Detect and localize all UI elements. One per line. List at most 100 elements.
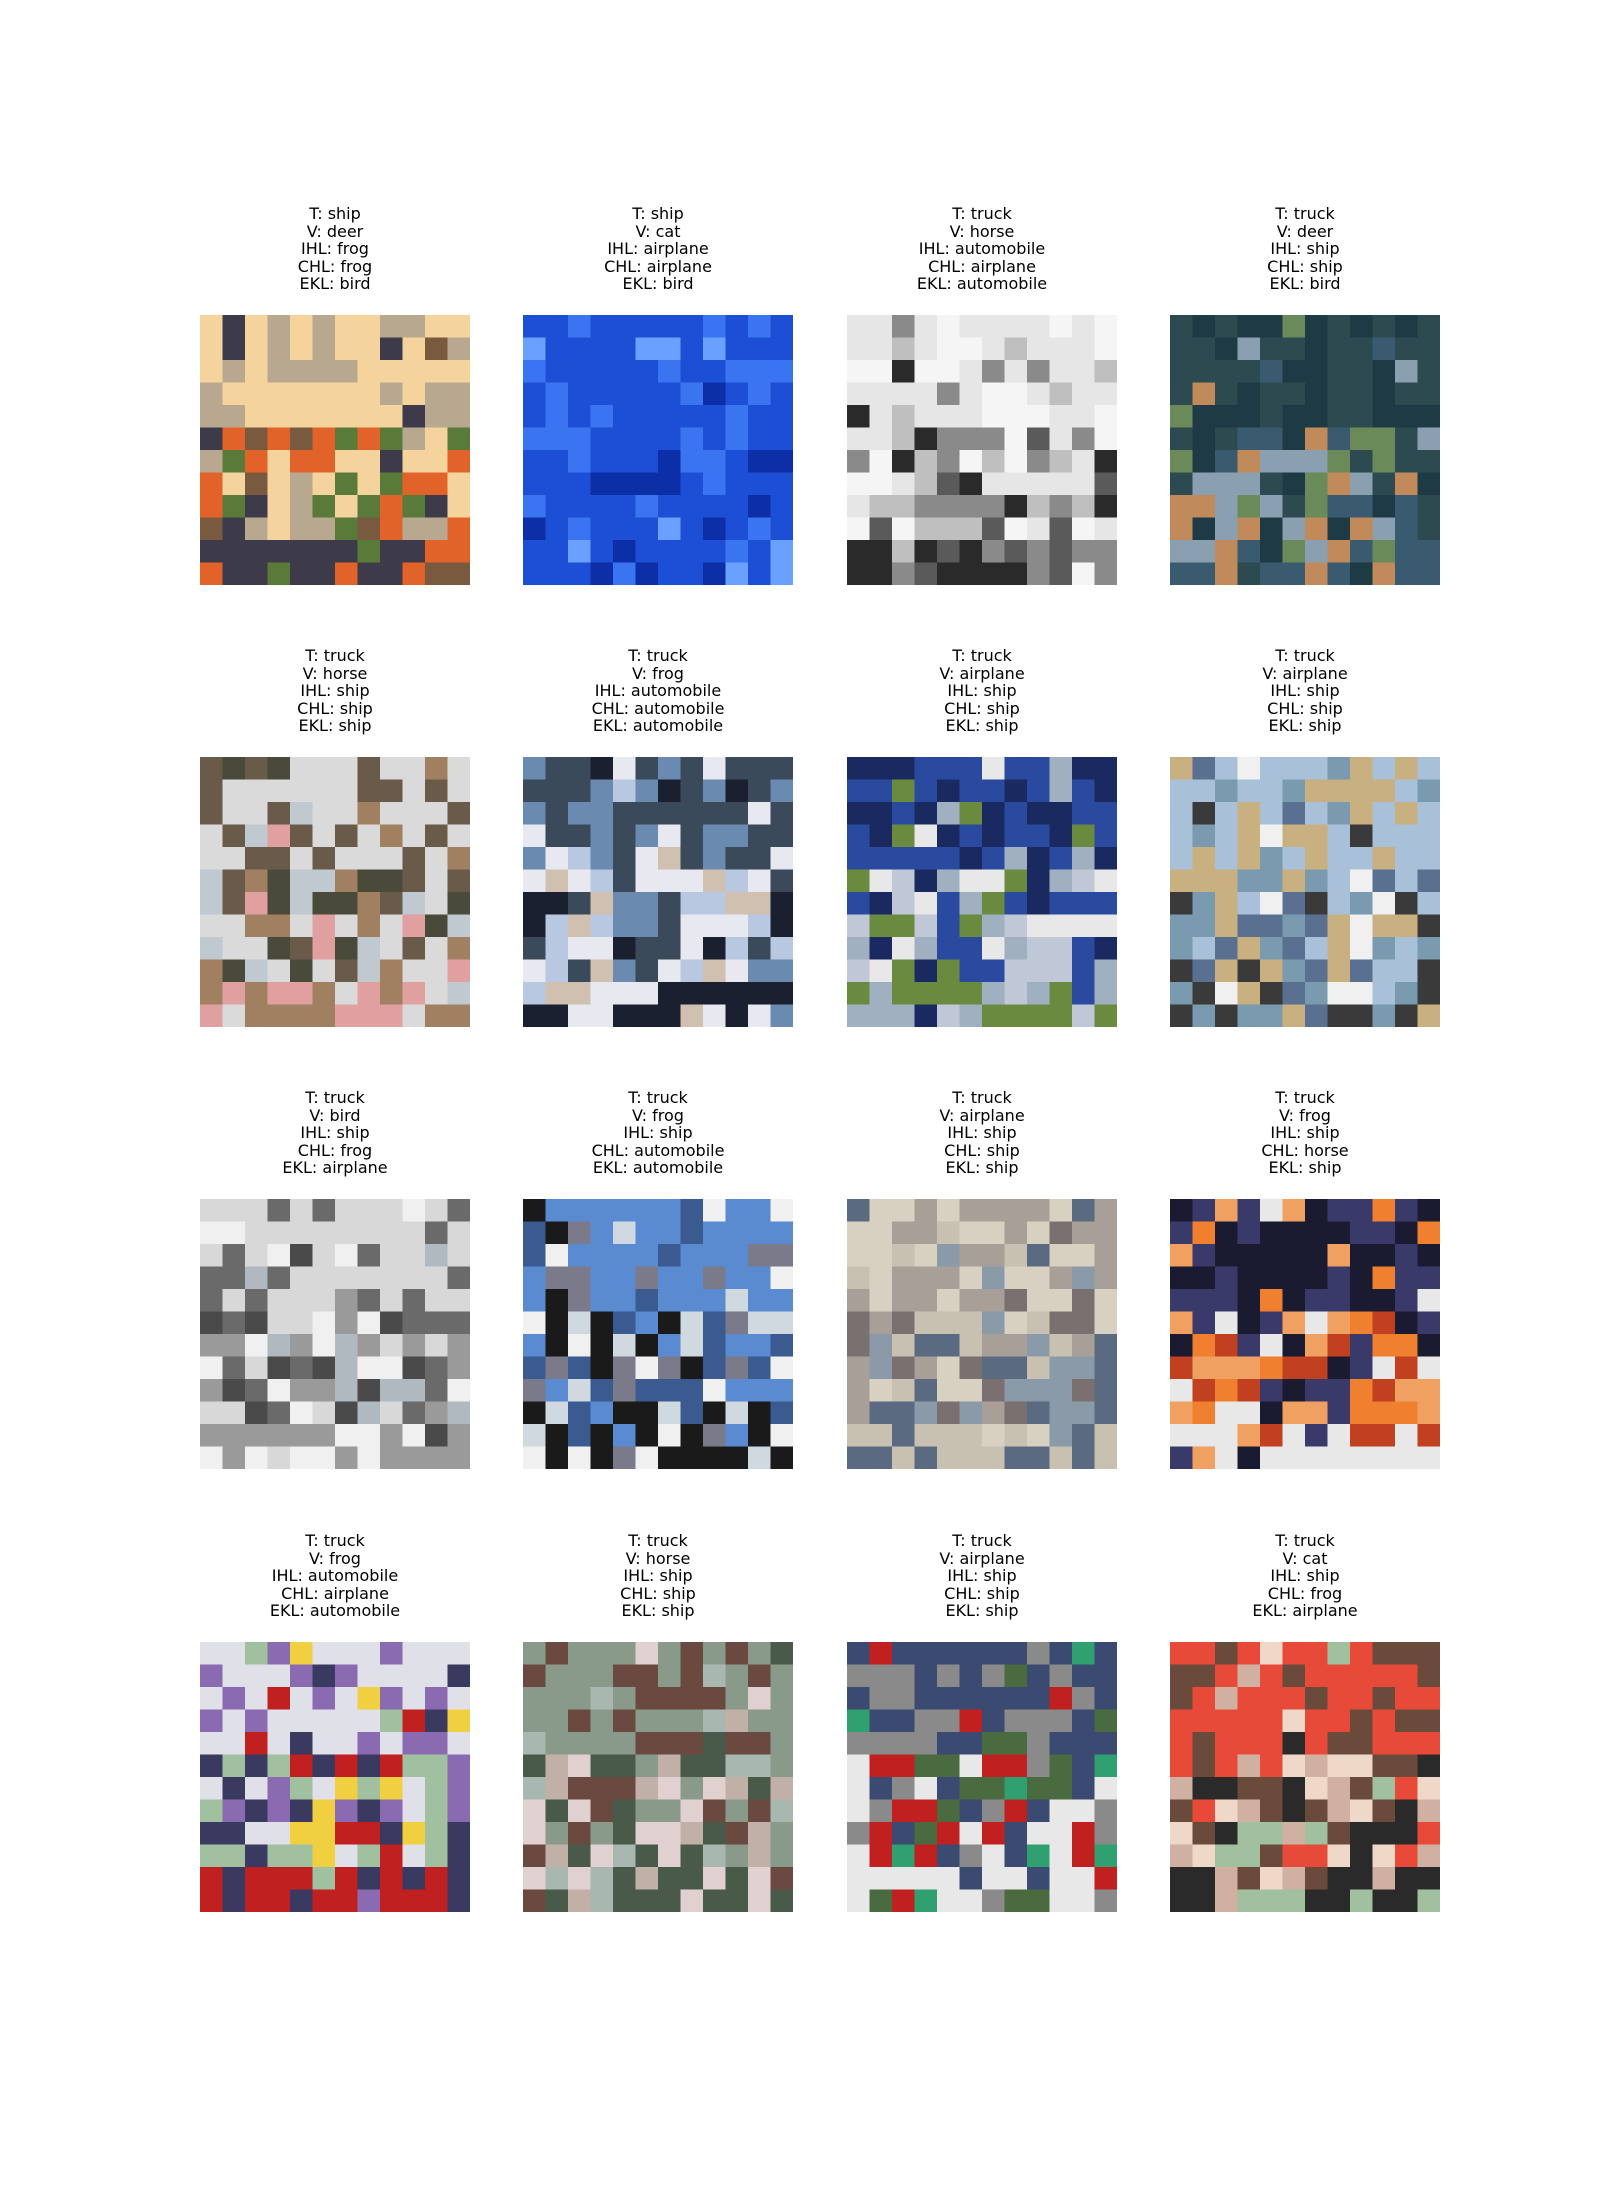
ihl-label: IHL: automobile: [271, 1566, 399, 1585]
ihl-label: IHL: ship: [947, 1566, 1017, 1585]
ekl-label: EKL: ship: [945, 1601, 1019, 1620]
chl-label: CHL: automobile: [591, 698, 725, 718]
chl-label: CHL: frog: [297, 1140, 373, 1160]
label-caption: T: truck V: frog IHL: automobile CHL: autom…: [523, 647, 793, 737]
ekl-label: EKL: bird: [1269, 274, 1341, 293]
ekl-label: EKL: automobile: [592, 1158, 724, 1177]
true-label: T: ship: [309, 204, 361, 223]
thumbnail-image: [523, 315, 793, 585]
ihl-label: IHL: ship: [1270, 681, 1340, 700]
chl-label: CHL: airplane: [281, 1583, 389, 1603]
v-label: V: frog: [632, 663, 684, 683]
ekl-label: EKL: ship: [1268, 1158, 1342, 1177]
chl-label: CHL: ship: [1267, 256, 1343, 276]
true-label: T: truck: [1275, 1088, 1335, 1107]
label-caption: T: truck V: deer IHL: ship CHL: ship EKL: bi…: [1170, 205, 1440, 295]
label-caption: T: ship V: cat IHL: airplane CHL: airplane E…: [523, 205, 793, 295]
ihl-label: IHL: ship: [1270, 239, 1340, 258]
ekl-label: EKL: ship: [945, 1158, 1019, 1177]
true-label: T: truck: [305, 1088, 365, 1107]
label-caption: T: ship V: deer IHL: frog CHL: frog EKL: bir…: [200, 205, 470, 295]
ihl-label: IHL: ship: [300, 1123, 370, 1142]
ekl-label: EKL: automobile: [592, 716, 724, 735]
label-caption: T: truck V: airplane IHL: ship CHL: ship EKL…: [847, 647, 1117, 737]
true-label: T: ship: [632, 204, 684, 223]
v-label: V: frog: [1279, 1105, 1331, 1125]
label-caption: T: truck V: horse IHL: ship CHL: ship EKL: s…: [523, 1532, 793, 1622]
chl-label: CHL: ship: [944, 1583, 1020, 1603]
ihl-label: IHL: ship: [300, 681, 370, 700]
ihl-label: IHL: automobile: [918, 239, 1046, 258]
v-label: V: frog: [309, 1548, 361, 1568]
v-label: V: deer: [1276, 221, 1334, 241]
ekl-label: EKL: ship: [945, 716, 1019, 735]
true-label: T: truck: [952, 646, 1012, 665]
thumbnail-image: [523, 757, 793, 1027]
chl-label: CHL: automobile: [591, 1140, 725, 1160]
thumbnail-image: [200, 1199, 470, 1469]
chl-label: CHL: ship: [1267, 698, 1343, 718]
true-label: T: truck: [305, 646, 365, 665]
true-label: T: truck: [1275, 1531, 1335, 1550]
ekl-label: EKL: ship: [621, 1601, 695, 1620]
thumbnail-image: [200, 315, 470, 585]
thumbnail-image: [1170, 315, 1440, 585]
ekl-label: EKL: bird: [622, 274, 694, 293]
thumbnail-image: [523, 1199, 793, 1469]
label-caption: T: truck V: frog IHL: automobile CHL: airpl…: [200, 1532, 470, 1622]
label-caption: T: truck V: airplane IHL: ship CHL: ship EKL…: [847, 1089, 1117, 1179]
thumbnail-image: [200, 1642, 470, 1912]
v-label: V: airplane: [939, 663, 1025, 683]
v-label: V: cat: [635, 221, 681, 241]
ekl-label: EKL: airplane: [1252, 1601, 1358, 1620]
v-label: V: deer: [306, 221, 364, 241]
true-label: T: truck: [628, 646, 688, 665]
label-caption: T: truck V: bird IHL: ship CHL: frog EKL: ai…: [200, 1089, 470, 1179]
ihl-label: IHL: ship: [623, 1566, 693, 1585]
v-label: V: cat: [1282, 1548, 1328, 1568]
label-caption: T: truck V: cat IHL: ship CHL: frog EKL: air…: [1170, 1532, 1440, 1622]
chl-label: CHL: ship: [297, 698, 373, 718]
chl-label: CHL: airplane: [928, 256, 1036, 276]
ihl-label: IHL: ship: [623, 1123, 693, 1142]
thumbnail-image: [847, 1642, 1117, 1912]
true-label: T: truck: [628, 1088, 688, 1107]
true-label: T: truck: [952, 1531, 1012, 1550]
thumbnail-image: [200, 757, 470, 1027]
ihl-label: IHL: ship: [1270, 1566, 1340, 1585]
true-label: T: truck: [628, 1531, 688, 1550]
thumbnail-image: [847, 757, 1117, 1027]
chl-label: CHL: ship: [620, 1583, 696, 1603]
ihl-label: IHL: automobile: [594, 681, 722, 700]
label-caption: T: truck V: airplane IHL: ship CHL: ship EKL…: [1170, 647, 1440, 737]
label-caption: T: truck V: airplane IHL: ship CHL: ship EKL…: [847, 1532, 1117, 1622]
thumbnail-image: [847, 1199, 1117, 1469]
v-label: V: horse: [625, 1548, 691, 1568]
ihl-label: IHL: ship: [1270, 1123, 1340, 1142]
true-label: T: truck: [952, 204, 1012, 223]
ekl-label: EKL: ship: [298, 716, 372, 735]
true-label: T: truck: [952, 1088, 1012, 1107]
label-caption: T: truck V: frog IHL: ship CHL: horse EKL: s…: [1170, 1089, 1440, 1179]
thumbnail-image: [1170, 1199, 1440, 1469]
ihl-label: IHL: ship: [947, 1123, 1017, 1142]
v-label: V: airplane: [1262, 663, 1348, 683]
chl-label: CHL: frog: [1267, 1583, 1343, 1603]
label-caption: T: truck V: frog IHL: ship CHL: automobile E…: [523, 1089, 793, 1179]
true-label: T: truck: [305, 1531, 365, 1550]
chl-label: CHL: ship: [944, 1140, 1020, 1160]
v-label: V: horse: [949, 221, 1015, 241]
ekl-label: EKL: airplane: [282, 1158, 388, 1177]
thumbnail-image: [1170, 757, 1440, 1027]
v-label: V: airplane: [939, 1105, 1025, 1125]
ihl-label: IHL: ship: [947, 681, 1017, 700]
thumbnail-image: [847, 315, 1117, 585]
ekl-label: EKL: bird: [299, 274, 371, 293]
ekl-label: EKL: automobile: [269, 1601, 401, 1620]
chl-label: CHL: ship: [944, 698, 1020, 718]
label-caption: T: truck V: horse IHL: ship CHL: ship EKL: s…: [200, 647, 470, 737]
ekl-label: EKL: automobile: [916, 274, 1048, 293]
thumbnail-image: [1170, 1642, 1440, 1912]
v-label: V: bird: [309, 1105, 361, 1125]
